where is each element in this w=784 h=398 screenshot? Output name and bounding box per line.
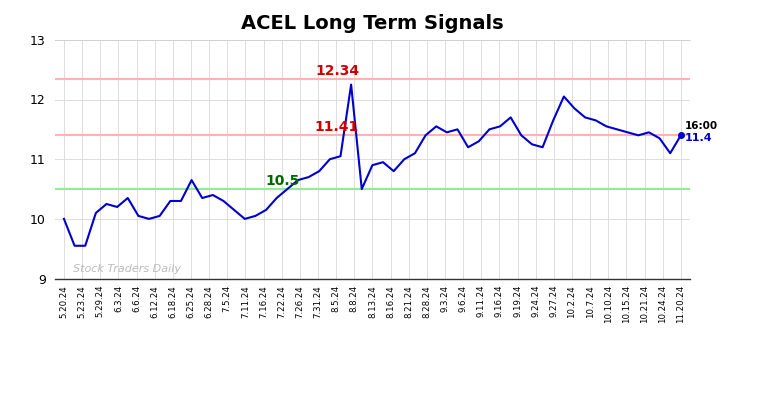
Text: 10.5: 10.5	[266, 174, 299, 188]
Text: 11.4: 11.4	[684, 133, 712, 143]
Text: 12.34: 12.34	[315, 64, 359, 78]
Title: ACEL Long Term Signals: ACEL Long Term Signals	[241, 14, 503, 33]
Text: 16:00: 16:00	[684, 121, 717, 131]
Text: 11.41: 11.41	[315, 119, 359, 134]
Text: Stock Traders Daily: Stock Traders Daily	[73, 264, 181, 275]
